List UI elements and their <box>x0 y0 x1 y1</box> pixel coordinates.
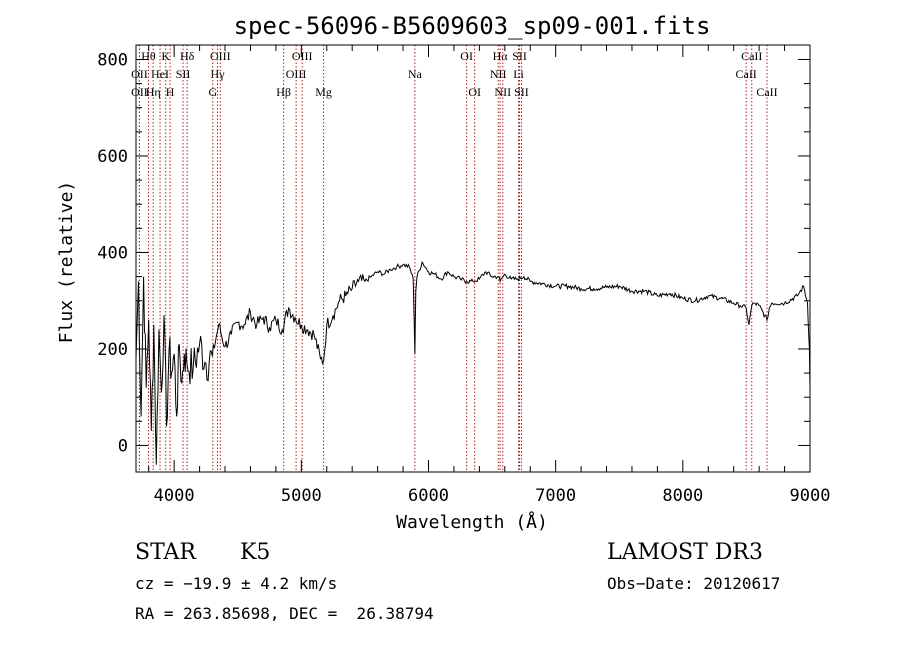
line-label: Hη <box>146 85 161 99</box>
line-label: OIII <box>210 49 231 63</box>
line-label: HeI <box>151 67 169 81</box>
line-label: NII <box>494 85 511 99</box>
spectrum-line <box>136 260 810 465</box>
line-label: K <box>161 49 170 63</box>
line-label: SII <box>514 85 529 99</box>
plot-frame <box>135 44 811 473</box>
spectrum-series <box>136 260 810 465</box>
line-label: OIII <box>286 67 307 81</box>
line-label: NII <box>490 67 507 81</box>
plot-axes: 4000 5000 6000 7000 8000 9000 0 200 400 600 800 <box>97 44 831 506</box>
line-label: Li <box>513 67 524 81</box>
line-label: Hθ <box>141 49 156 63</box>
object-class: STAR <box>135 540 196 565</box>
line-label: OII <box>131 85 148 99</box>
y-tick-label: 800 <box>97 50 128 70</box>
chart-title: spec-56096-B5609603_sp09-001.fits <box>234 12 711 40</box>
redshift-text: cz = −19.9 ± 4.2 km/s <box>135 574 338 593</box>
x-tick-label: 7000 <box>535 486 576 506</box>
line-label: Hβ <box>276 85 291 99</box>
line-label: Na <box>408 67 423 81</box>
x-tick-label: 6000 <box>408 486 449 506</box>
obs-date-text: Obs−Date: 20120617 <box>607 574 781 593</box>
x-axis-label: Wavelength (Å) <box>396 511 548 533</box>
y-tick-label: 200 <box>97 340 128 360</box>
y-tick-label: 0 <box>118 436 128 456</box>
line-label: CaII <box>735 67 756 81</box>
line-label: H <box>166 85 175 99</box>
line-label: OI <box>460 49 473 63</box>
line-label: CaII <box>741 49 762 63</box>
object-subclass: K5 <box>240 540 271 565</box>
x-tick-label: 5000 <box>281 486 322 506</box>
line-label: Hγ <box>211 67 226 81</box>
line-label: Mg <box>315 85 332 99</box>
x-tick-label: 4000 <box>154 486 195 506</box>
line-label: Hδ <box>180 49 195 63</box>
line-label: SII <box>176 67 191 81</box>
x-tick-label: 9000 <box>790 486 831 506</box>
line-label: SII <box>512 49 527 63</box>
line-label: OI <box>468 85 481 99</box>
coordinates-text: RA = 263.85698, DEC = 26.38794 <box>135 604 434 623</box>
line-label: G <box>208 85 217 99</box>
line-label: CaII <box>756 85 777 99</box>
survey-name: LAMOST DR3 <box>607 540 763 565</box>
y-tick-label: 600 <box>97 147 128 167</box>
line-label: Hα <box>493 49 509 63</box>
line-label: OIII <box>292 49 313 63</box>
y-tick-label: 400 <box>97 243 128 263</box>
y-axis-label: Flux (relative) <box>56 181 77 344</box>
x-tick-label: 8000 <box>662 486 703 506</box>
